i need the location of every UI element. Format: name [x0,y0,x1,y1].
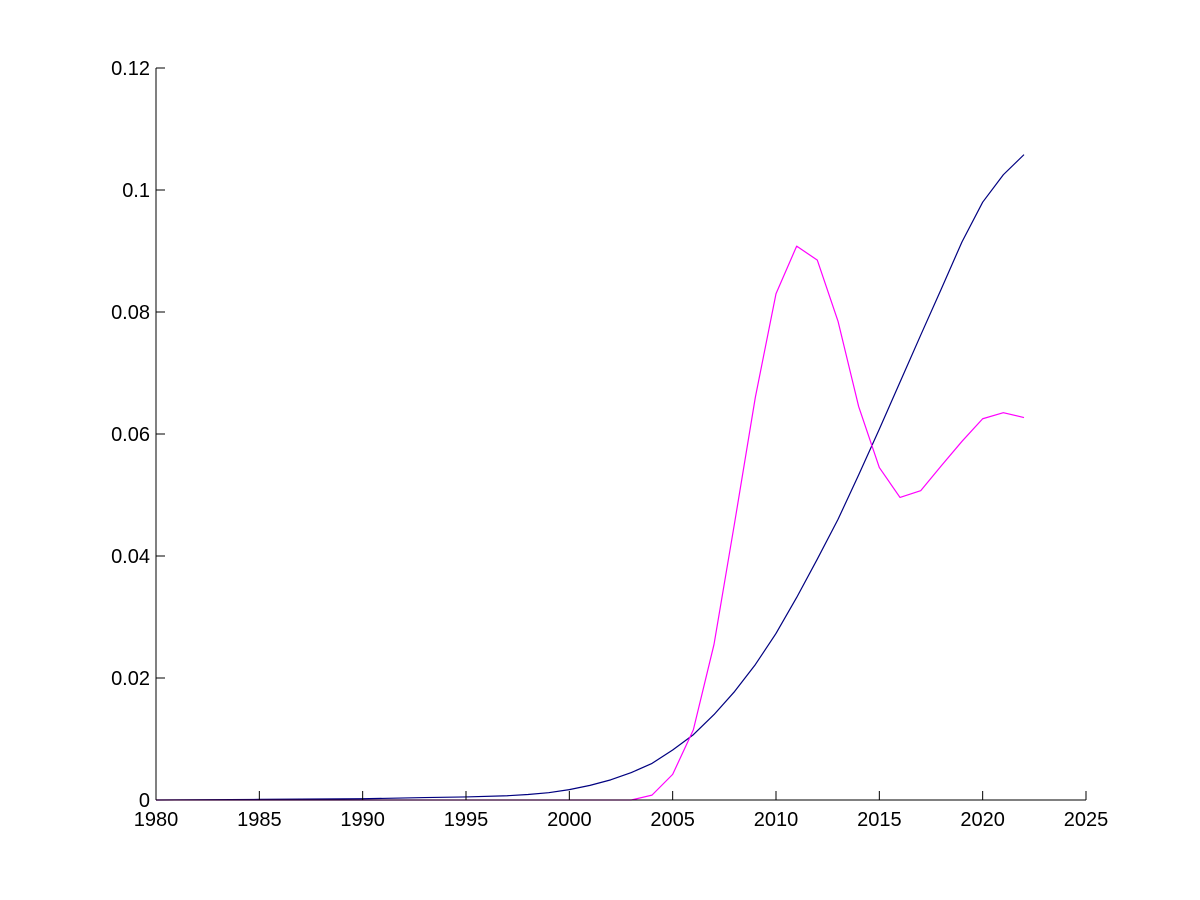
x-tick-label: 2010 [754,809,799,831]
y-tick-label: 0 [139,790,150,812]
x-tick-label: 2020 [960,809,1005,831]
y-tick-label: 0.04 [111,546,150,568]
x-tick-label: 2015 [857,809,902,831]
y-tick-label: 0.1 [122,180,150,202]
y-tick-label: 0.08 [111,302,150,324]
y-tick-label: 0.06 [111,424,150,446]
x-tick-label: 2000 [547,809,592,831]
x-tick-label: 1985 [237,809,282,831]
series-line-1 [155,154,1025,801]
y-tick-label: 0.02 [111,668,150,690]
y-tick-label: 0.12 [111,58,150,80]
x-tick-label: 2005 [650,809,695,831]
x-tick-label: 1990 [340,809,385,831]
x-tick-label: 2025 [1064,809,1109,831]
tick-layer: 1980 1985 1990 1995 2000 2005 2010 2015 2020 2025… [111,58,1108,831]
x-tick-label: 1980 [134,809,179,831]
x-tick-label: 1995 [444,809,489,831]
